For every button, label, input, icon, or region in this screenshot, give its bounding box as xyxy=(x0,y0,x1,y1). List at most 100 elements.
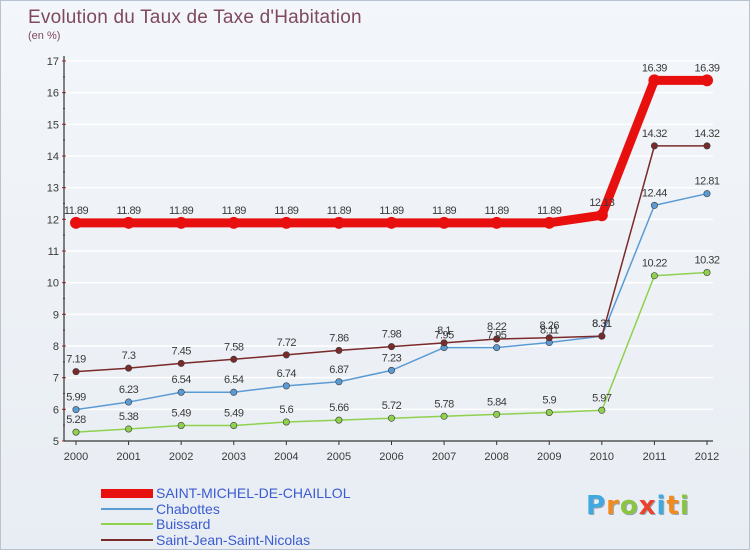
data-label: 11.89 xyxy=(274,205,299,217)
data-point xyxy=(545,334,553,342)
data-label: 12.44 xyxy=(642,187,667,199)
legend-label: Saint-Jean-Saint-Nicolas xyxy=(156,531,311,548)
data-point xyxy=(335,346,343,354)
data-label: 7.19 xyxy=(66,354,86,366)
y-tick-label: 16 xyxy=(47,88,59,100)
chart-unit: (en %) xyxy=(28,30,61,42)
data-point xyxy=(598,332,606,340)
data-label: 7.98 xyxy=(382,329,402,341)
data-point xyxy=(703,190,711,198)
data-point xyxy=(701,74,713,87)
x-tick-label: 2006 xyxy=(379,451,403,463)
legend-label: Buissard xyxy=(156,516,211,532)
data-point xyxy=(122,216,135,229)
data-point xyxy=(440,412,448,420)
data-label: 11.89 xyxy=(169,205,194,217)
data-point xyxy=(387,366,395,374)
data-point xyxy=(227,216,240,229)
data-label: 8.26 xyxy=(540,320,560,332)
data-point xyxy=(280,216,293,229)
data-label: 7.45 xyxy=(171,345,191,357)
y-tick-label: 14 xyxy=(47,151,59,163)
x-tick-label: 2003 xyxy=(222,451,246,463)
data-point xyxy=(177,359,185,367)
series-lines xyxy=(70,74,713,436)
data-label: 5.99 xyxy=(66,392,86,404)
data-label: 8.31 xyxy=(592,318,612,330)
x-tick-label: 2004 xyxy=(274,451,298,463)
data-point xyxy=(438,216,451,229)
data-label: 10.32 xyxy=(694,255,719,267)
data-point xyxy=(385,216,398,229)
data-point xyxy=(545,408,553,416)
y-tick-label: 6 xyxy=(53,404,59,416)
data-point xyxy=(493,344,501,352)
data-label: 14.32 xyxy=(694,128,719,140)
data-label: 5.28 xyxy=(66,414,86,426)
y-tick-label: 7 xyxy=(53,373,59,385)
y-tick-label: 13 xyxy=(47,183,59,195)
data-point xyxy=(703,142,711,150)
data-label: 5.49 xyxy=(171,407,191,419)
y-tick-label: 11 xyxy=(48,246,59,258)
data-label: 5.84 xyxy=(487,396,507,408)
legend-swatch xyxy=(101,523,153,525)
data-label: 11.89 xyxy=(222,205,247,217)
axes: 5 6 7 8 9 10 11 12 13 14 15 16 17 2000 2001 2002 2003 200… xyxy=(47,56,719,463)
data-label: 8.31 xyxy=(592,318,612,330)
data-label: 11.89 xyxy=(64,205,89,217)
y-tick-label: 10 xyxy=(47,278,59,290)
data-label: 8.1 xyxy=(437,325,451,337)
data-point xyxy=(650,201,658,209)
legend-swatch xyxy=(101,538,153,541)
data-point xyxy=(335,378,343,386)
data-label: 11.89 xyxy=(379,205,404,217)
data-label: 5.78 xyxy=(434,398,454,410)
data-point xyxy=(230,355,238,363)
data-point xyxy=(703,269,711,277)
x-tick-label: 2002 xyxy=(169,451,193,463)
x-tick-label: 2008 xyxy=(484,451,508,463)
data-point xyxy=(125,398,133,406)
data-label: 16.39 xyxy=(642,62,667,74)
data-label: 5.49 xyxy=(224,407,244,419)
x-tick-label: 2012 xyxy=(695,451,719,463)
data-point xyxy=(650,272,658,280)
data-point xyxy=(282,418,290,426)
data-label: 5.97 xyxy=(592,392,612,404)
data-point xyxy=(493,410,501,418)
y-tick-label: 15 xyxy=(47,119,59,131)
data-point xyxy=(332,216,345,229)
data-label: 5.72 xyxy=(382,400,402,412)
data-label: 6.87 xyxy=(329,364,349,376)
x-tick-label: 2009 xyxy=(537,451,561,463)
data-label: 6.54 xyxy=(224,374,244,386)
gridlines xyxy=(64,60,713,442)
data-point xyxy=(387,414,395,422)
x-tick-label: 2011 xyxy=(643,451,667,463)
data-point xyxy=(125,425,133,433)
data-label: 10.22 xyxy=(642,258,667,270)
data-point xyxy=(230,388,238,396)
data-point xyxy=(72,406,80,414)
data-label: 8.11 xyxy=(540,325,559,337)
proxiti-logo: Proxiti xyxy=(586,491,690,521)
data-point xyxy=(175,216,188,229)
y-tick-label: 5 xyxy=(53,436,59,448)
data-point xyxy=(282,382,290,390)
data-label: 7.86 xyxy=(329,332,349,344)
data-point xyxy=(177,421,185,429)
x-tick-label: 2000 xyxy=(64,451,88,463)
legend-swatch xyxy=(101,488,153,498)
data-point xyxy=(490,216,503,229)
data-point xyxy=(282,351,290,359)
data-point xyxy=(595,209,608,222)
data-label: 5.66 xyxy=(329,402,349,414)
data-label: 5.38 xyxy=(119,411,139,423)
data-label: 7.23 xyxy=(382,352,402,364)
data-label: 11.89 xyxy=(537,205,562,217)
data-label: 7.95 xyxy=(487,330,507,342)
data-label: 7.58 xyxy=(224,341,244,353)
y-tick-label: 17 xyxy=(47,56,59,68)
